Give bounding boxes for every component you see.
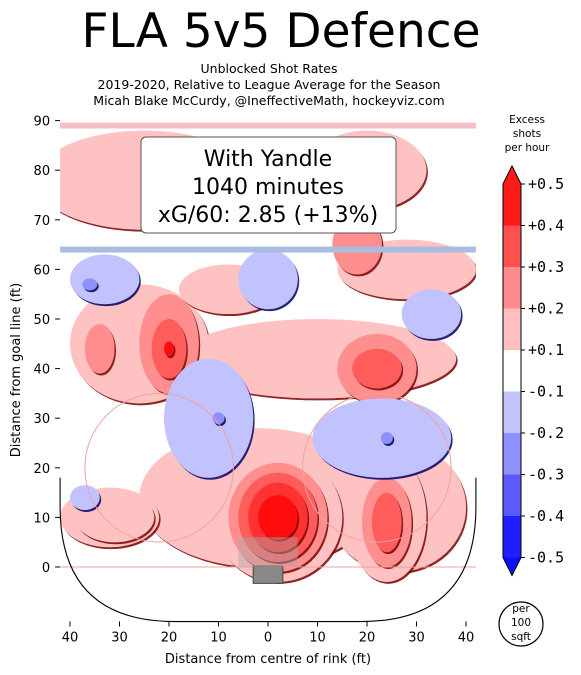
blue-line — [60, 246, 476, 253]
colorbar-legend: Excess shots per hour +0.5 +0.4 +0.3 +0.2 +0… — [502, 114, 564, 577]
colorbar-label: +0.4 — [528, 217, 564, 235]
centre-line — [60, 122, 476, 129]
x-tick-label: 10 — [210, 631, 227, 646]
y-tick-label: 40 — [34, 363, 51, 378]
goal-crease — [238, 537, 298, 567]
colorbar-label: +0.5 — [528, 175, 564, 193]
colorbar-cell — [503, 516, 521, 558]
excess-region — [258, 495, 298, 540]
excess-region — [371, 492, 402, 553]
axes: 0 10 20 30 40 50 60 70 80 90 40 30 20 10 0 10 20 30 40 — [34, 115, 475, 646]
x-tick-label: 0 — [264, 631, 272, 646]
x-tick-label: 40 — [458, 631, 475, 646]
colorbar-label: -0.1 — [528, 383, 564, 401]
deficit-region — [380, 432, 393, 444]
colorbar-label: +0.3 — [528, 258, 564, 276]
colorbar-cell — [503, 433, 521, 475]
chart-subtitle-2: 2019-2020, Relative to League Average fo… — [97, 77, 441, 92]
y-tick-label: 60 — [34, 263, 51, 278]
chart-subtitle-1: Unblocked Shot Rates — [200, 61, 338, 76]
excess-region — [84, 323, 115, 374]
colorbar-title-2: shots — [513, 128, 541, 140]
unit-badge: per 100 sqft — [498, 601, 544, 647]
colorbar-top-arrow — [503, 166, 521, 184]
x-axis-label: Distance from centre of rink (ft) — [165, 652, 371, 667]
x-tick-label: 20 — [161, 631, 178, 646]
deficit-region — [70, 254, 140, 305]
colorbar-label: -0.3 — [528, 466, 564, 484]
colorbar-cell — [503, 391, 521, 433]
deficit-region — [212, 412, 225, 425]
x-tick-label: 20 — [359, 631, 376, 646]
colorbar-cell — [503, 267, 521, 309]
deficit-region — [82, 278, 98, 291]
y-axis-label: Distance from goal line (ft) — [9, 283, 24, 457]
colorbar-cell — [503, 225, 521, 267]
info-line-2: 1040 minutes — [192, 175, 344, 200]
colorbar-cell — [503, 308, 521, 350]
y-tick-label: 90 — [34, 115, 51, 130]
unit-badge-line-2: 100 — [511, 617, 531, 629]
y-tick-label: 0 — [42, 561, 50, 576]
colorbar-title-3: per hour — [505, 142, 551, 154]
colorbar-label: -0.2 — [528, 424, 564, 442]
faceoff-circle — [84, 393, 234, 543]
x-tick-label: 30 — [408, 631, 425, 646]
x-tick-label: 10 — [309, 631, 326, 646]
colorbar-label: +0.2 — [528, 300, 564, 318]
deficit-region — [238, 249, 298, 310]
x-tick-label: 40 — [62, 631, 79, 646]
y-tick-label: 30 — [34, 412, 51, 427]
info-box: With Yandle 1040 minutes xG/60: 2.85 (+1… — [140, 136, 397, 234]
chart-subtitle-3: Micah Blake McCurdy, @IneffectiveMath, h… — [93, 93, 445, 108]
colorbar-cell — [503, 184, 521, 226]
deficit-region — [70, 485, 100, 510]
colorbar-label: +0.1 — [528, 341, 564, 359]
colorbar-bottom-arrow — [503, 557, 521, 576]
colorbar-label: -0.5 — [528, 549, 564, 567]
excess-region — [352, 348, 402, 389]
colorbar-cell — [503, 350, 521, 392]
excess-region — [164, 341, 174, 357]
y-tick-label: 20 — [34, 462, 51, 477]
y-tick-label: 50 — [34, 313, 51, 328]
faceoff-circle — [302, 393, 452, 543]
y-tick-label: 80 — [34, 164, 51, 179]
deficit-region — [401, 289, 462, 339]
deficit-region — [164, 358, 254, 478]
unit-badge-line-3: sqft — [511, 631, 531, 643]
chart-title: FLA 5v5 Defence — [81, 4, 481, 59]
colorbar-title-1: Excess — [509, 114, 545, 126]
colorbar-label: -0.4 — [528, 507, 564, 525]
info-line-1: With Yandle — [204, 147, 332, 172]
y-tick-label: 10 — [34, 511, 51, 526]
unit-badge-line-1: per — [512, 603, 530, 615]
y-tick-label: 70 — [34, 214, 51, 229]
x-tick-label: 30 — [111, 631, 128, 646]
goal-net — [252, 565, 284, 584]
colorbar-cell — [503, 474, 521, 516]
info-line-3: xG/60: 2.85 (+13%) — [158, 203, 378, 228]
